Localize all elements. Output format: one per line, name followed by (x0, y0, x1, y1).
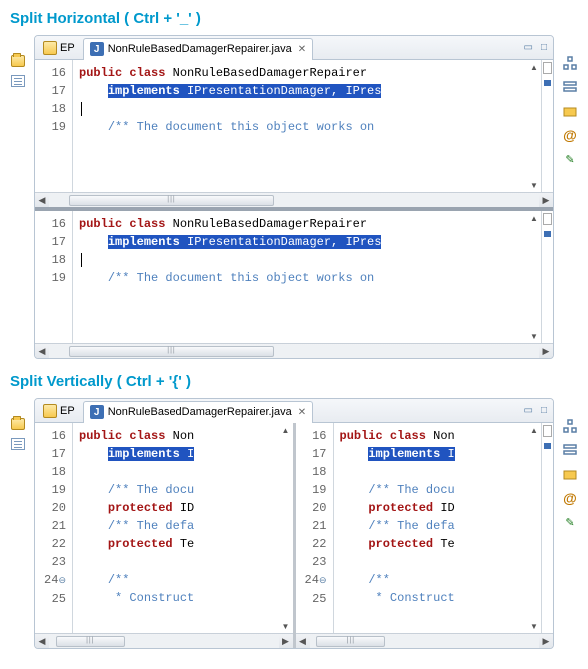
scroll-thumb[interactable] (56, 636, 125, 647)
scroll-left-icon[interactable]: ◀ (296, 636, 310, 647)
editor-tabbar: EP J NonRuleBasedDamagerRepairer.java ✕ … (35, 399, 553, 423)
code-area[interactable]: public class Non implements I /** The do… (73, 423, 293, 633)
java-file-icon: J (90, 405, 104, 419)
scroll-right-icon[interactable]: ▶ (539, 636, 553, 647)
scroll-down-icon[interactable]: ▼ (527, 178, 541, 192)
tab-filename: NonRuleBasedDamagerRepairer.java (108, 406, 292, 418)
scroll-down-icon[interactable]: ▼ (279, 619, 293, 633)
vertical-split-container: 161718192021222324⊖25 public class Non i… (35, 423, 553, 648)
scroll-down-icon[interactable]: ▼ (527, 619, 541, 633)
line-gutter: 16171819 (35, 211, 73, 343)
titlebar-controls: ▭ □ (522, 405, 550, 416)
horizontal-scrollbar[interactable]: ◀ ▶ (35, 633, 293, 648)
outline-icon[interactable] (11, 438, 25, 450)
edit-icon[interactable]: ✎ (562, 151, 578, 167)
code-pane[interactable]: 16171819 public class NonRuleBasedDamage… (35, 211, 553, 343)
scroll-right-icon[interactable]: ▶ (539, 195, 553, 206)
package-explorer-icon (43, 41, 57, 55)
tab-label: EP (60, 405, 75, 417)
tasklist-icon[interactable] (562, 79, 578, 95)
hierarchy-icon[interactable] (562, 55, 578, 71)
horizontal-scrollbar[interactable]: ◀ ▶ (35, 343, 553, 358)
maximize-icon[interactable]: □ (539, 42, 549, 53)
edit-icon[interactable]: ✎ (562, 514, 578, 530)
tab-project-explorer[interactable]: EP (39, 402, 79, 420)
tab-project-explorer[interactable]: EP (39, 39, 79, 57)
titlebar-controls: ▭ □ (522, 42, 550, 53)
scroll-up-icon[interactable]: ▲ (527, 60, 541, 74)
scroll-thumb[interactable] (69, 195, 275, 206)
code-area[interactable]: public class NonRuleBasedDamagerRepairer… (73, 60, 541, 192)
overview-ruler[interactable] (541, 60, 553, 192)
code-pane[interactable]: 16171819 public class NonRuleBasedDamage… (35, 60, 553, 192)
line-gutter: 161718192021222324⊖25 (296, 423, 334, 633)
folder-icon[interactable] (562, 103, 578, 119)
horizontal-scrollbar[interactable]: ◀ ▶ (35, 192, 553, 207)
scroll-left-icon[interactable]: ◀ (35, 636, 49, 647)
left-toolstrip (6, 398, 30, 649)
editor-pane-right: 161718192021222324⊖25 public class Non i… (296, 423, 554, 648)
java-file-icon: J (90, 42, 104, 56)
scroll-right-icon[interactable]: ▶ (539, 346, 553, 357)
scroll-left-icon[interactable]: ◀ (35, 346, 49, 357)
overview-ruler[interactable] (541, 211, 553, 343)
code-area[interactable]: public class NonRuleBasedDamagerRepairer… (73, 211, 541, 343)
ide-block-horizontal: EP J NonRuleBasedDamagerRepairer.java ✕ … (6, 35, 582, 359)
project-explorer-icon[interactable] (11, 55, 25, 67)
folder-icon[interactable] (562, 466, 578, 482)
scroll-thumb[interactable] (316, 636, 385, 647)
scroll-up-icon[interactable]: ▲ (279, 423, 293, 437)
javadoc-icon[interactable]: @ (562, 127, 578, 143)
editor-pane-top: 16171819 public class NonRuleBasedDamage… (35, 60, 553, 192)
line-gutter: 161718192021222324⊖25 (35, 423, 73, 633)
hierarchy-icon[interactable] (562, 418, 578, 434)
scroll-up-icon[interactable]: ▲ (527, 211, 541, 225)
scroll-right-icon[interactable]: ▶ (279, 636, 293, 647)
right-toolstrip: @ ✎ (558, 35, 582, 359)
editor-panel: EP J NonRuleBasedDamagerRepairer.java ✕ … (34, 398, 554, 649)
tab-filename: NonRuleBasedDamagerRepairer.java (108, 43, 292, 55)
right-toolstrip: @ ✎ (558, 398, 582, 649)
left-toolstrip (6, 35, 30, 359)
project-explorer-icon[interactable] (11, 418, 25, 430)
javadoc-icon[interactable]: @ (562, 490, 578, 506)
section-title-horizontal: Split Horizontal ( Ctrl + '_' ) (10, 10, 582, 27)
minimize-icon[interactable]: ▭ (522, 42, 535, 53)
close-icon[interactable]: ✕ (298, 44, 306, 55)
tab-java-file[interactable]: J NonRuleBasedDamagerRepairer.java ✕ (83, 401, 313, 423)
editor-pane-bottom: 16171819 public class NonRuleBasedDamage… (35, 211, 553, 343)
tab-label: EP (60, 42, 75, 54)
close-icon[interactable]: ✕ (298, 407, 306, 418)
editor-pane-left: 161718192021222324⊖25 public class Non i… (35, 423, 293, 648)
code-area[interactable]: public class Non implements I /** The do… (334, 423, 542, 633)
scroll-left-icon[interactable]: ◀ (35, 195, 49, 206)
minimize-icon[interactable]: ▭ (522, 405, 535, 416)
scroll-down-icon[interactable]: ▼ (527, 329, 541, 343)
overview-ruler[interactable] (541, 423, 553, 633)
editor-tabbar: EP J NonRuleBasedDamagerRepairer.java ✕ … (35, 36, 553, 60)
tasklist-icon[interactable] (562, 442, 578, 458)
maximize-icon[interactable]: □ (539, 405, 549, 416)
scroll-up-icon[interactable]: ▲ (527, 423, 541, 437)
section-title-vertical: Split Vertically ( Ctrl + '{' ) (10, 373, 582, 390)
package-explorer-icon (43, 404, 57, 418)
line-gutter: 16171819 (35, 60, 73, 192)
horizontal-scrollbar[interactable]: ◀ ▶ (296, 633, 554, 648)
tab-java-file[interactable]: J NonRuleBasedDamagerRepairer.java ✕ (83, 38, 313, 60)
editor-panel: EP J NonRuleBasedDamagerRepairer.java ✕ … (34, 35, 554, 359)
ide-block-vertical: EP J NonRuleBasedDamagerRepairer.java ✕ … (6, 398, 582, 649)
outline-icon[interactable] (11, 75, 25, 87)
scroll-thumb[interactable] (69, 346, 275, 357)
